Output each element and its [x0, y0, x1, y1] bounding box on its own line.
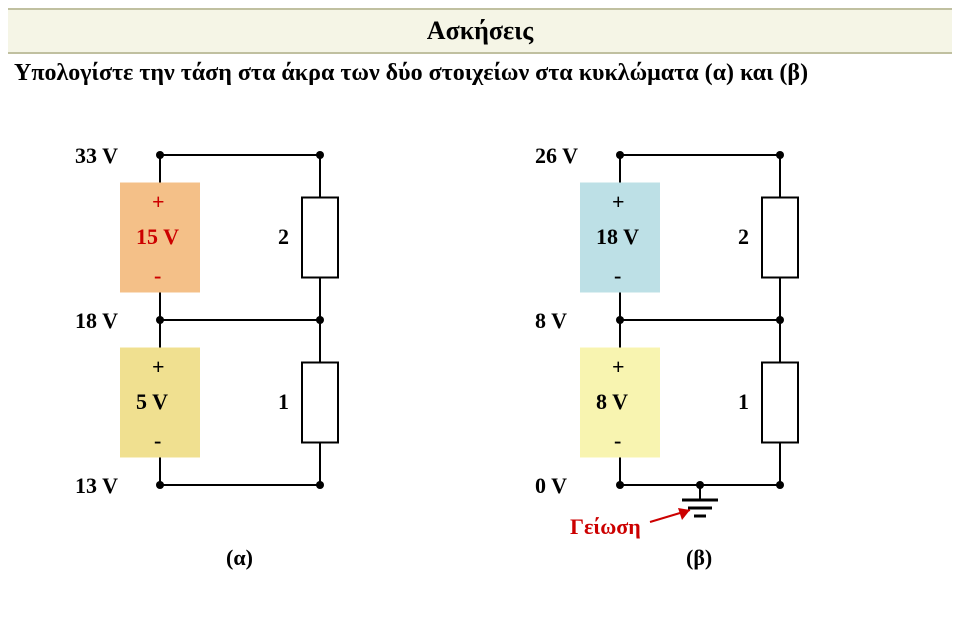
value-e18: 18 V [596, 224, 639, 250]
minus-e8: - [614, 428, 621, 454]
node-label-n26: 26 V [535, 143, 578, 169]
minus-e5: - [154, 428, 161, 454]
node-label-n33: 33 V [75, 143, 118, 169]
value-e8: 8 V [596, 389, 628, 415]
plus-e5: + [152, 354, 165, 380]
node-label-n8: 8 V [535, 308, 567, 334]
unknown-label-u2: 2 [278, 224, 289, 250]
value-e5: 5 V [136, 389, 168, 415]
unknown-label-u1b: 1 [738, 389, 749, 415]
plus-e15: + [152, 189, 165, 215]
unknown-label-u2b: 2 [738, 224, 749, 250]
value-e15: 15 V [136, 224, 179, 250]
minus-e18: - [614, 263, 621, 289]
node-label-n13: 13 V [75, 473, 118, 499]
caption-(α): (α) [226, 545, 253, 571]
plus-e18: + [612, 189, 625, 215]
node-label-n0: 0 V [535, 473, 567, 499]
plus-e8: + [612, 354, 625, 380]
unknown-label-u1: 1 [278, 389, 289, 415]
minus-e15: - [154, 263, 161, 289]
node-label-n18: 18 V [75, 308, 118, 334]
ground-label: Γείωση [570, 514, 641, 540]
circuit-canvas [0, 0, 960, 620]
caption-(β): (β) [686, 545, 712, 571]
